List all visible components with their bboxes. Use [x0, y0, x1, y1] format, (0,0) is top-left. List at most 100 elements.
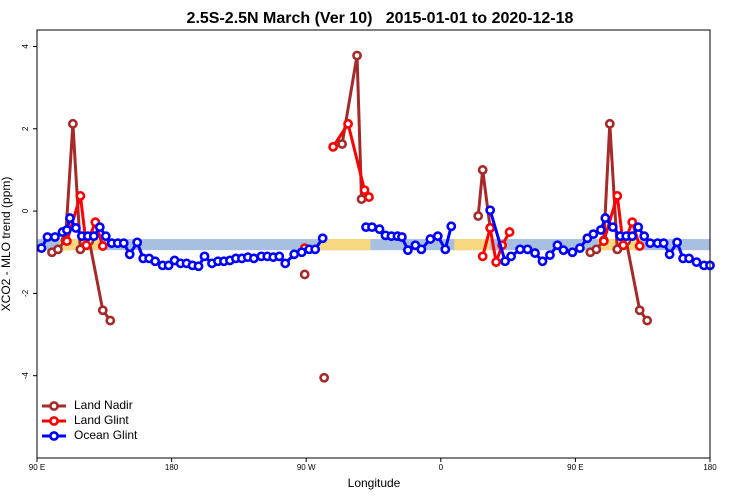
plot-frame	[36, 29, 711, 459]
point	[132, 237, 143, 248]
point	[642, 315, 653, 326]
point	[367, 222, 377, 233]
point	[522, 244, 533, 255]
point	[658, 238, 669, 249]
point	[545, 250, 555, 261]
x-tick-label: 0	[439, 463, 444, 472]
land-band	[454, 239, 491, 251]
point	[440, 244, 451, 255]
point	[328, 141, 339, 152]
point	[65, 213, 75, 223]
point	[477, 251, 488, 262]
point	[558, 245, 569, 256]
point	[343, 118, 353, 129]
point	[163, 260, 174, 271]
point	[402, 245, 413, 256]
point	[537, 256, 548, 267]
point	[118, 238, 129, 249]
x-tick-label: 90 E	[29, 463, 45, 472]
point	[70, 223, 81, 233]
point	[289, 249, 300, 260]
series-line	[51, 55, 649, 322]
point	[364, 192, 374, 202]
point	[473, 211, 484, 221]
land-band	[318, 239, 371, 251]
x-tick-label: 90 E	[567, 463, 583, 472]
point	[248, 253, 259, 264]
point	[337, 139, 347, 149]
point	[506, 251, 516, 262]
point	[425, 234, 436, 244]
point	[600, 213, 611, 223]
point	[485, 223, 496, 233]
point	[97, 241, 108, 251]
point	[612, 190, 623, 201]
y-axis-label: XCO2 - MLO trend (ppm)	[0, 177, 13, 312]
point	[75, 190, 86, 201]
point	[280, 258, 291, 269]
point	[36, 243, 47, 254]
legend-label: Land Nadir	[74, 398, 133, 412]
point	[634, 241, 645, 251]
point	[634, 305, 645, 316]
point	[627, 217, 638, 228]
point	[42, 232, 53, 242]
point	[618, 240, 629, 251]
point	[477, 165, 488, 175]
point	[588, 229, 599, 240]
point	[500, 256, 511, 267]
point	[100, 231, 111, 242]
point	[645, 238, 656, 249]
plot-area	[36, 50, 715, 383]
point	[296, 247, 307, 258]
point	[94, 222, 105, 233]
legend-marker	[49, 401, 59, 411]
point	[504, 227, 515, 237]
legend-label: Land Glint	[74, 413, 129, 427]
chart-title: 2.5S-2.5N March (Ver 10) 2015-01-01 to 2…	[187, 10, 574, 27]
point	[485, 205, 496, 216]
point	[62, 236, 72, 247]
point	[299, 269, 310, 280]
point	[491, 257, 502, 268]
point	[199, 251, 210, 262]
point	[317, 233, 328, 244]
x-tick-label: 180	[165, 463, 179, 472]
point	[604, 118, 615, 129]
y-tick-label: 4	[21, 44, 30, 49]
point	[67, 118, 78, 129]
point	[672, 237, 682, 248]
x-axis-label: Longitude	[348, 476, 401, 490]
y-tick-label: -2	[21, 289, 30, 297]
point	[97, 305, 108, 316]
point	[639, 231, 650, 242]
ocean-band	[37, 239, 710, 251]
point	[574, 243, 585, 254]
point	[81, 240, 92, 251]
point	[598, 236, 609, 247]
point	[50, 232, 60, 242]
legend-marker	[49, 431, 59, 441]
point	[359, 185, 370, 195]
point	[88, 231, 99, 242]
legend-label: Ocean Glint	[74, 428, 138, 442]
point	[124, 249, 135, 260]
y-tick-label: 2	[21, 126, 30, 131]
point	[397, 232, 407, 242]
point	[627, 231, 638, 242]
point	[62, 225, 72, 235]
point	[552, 240, 563, 251]
point	[607, 222, 618, 233]
point	[446, 221, 457, 232]
point	[633, 222, 644, 233]
point	[193, 261, 204, 272]
point	[567, 247, 578, 258]
point	[356, 194, 367, 205]
point	[105, 315, 116, 326]
point	[416, 244, 427, 255]
y-tick-label: 0	[21, 208, 30, 213]
point	[595, 225, 606, 235]
legend-marker	[49, 416, 59, 426]
point	[530, 248, 540, 258]
point	[374, 224, 385, 235]
